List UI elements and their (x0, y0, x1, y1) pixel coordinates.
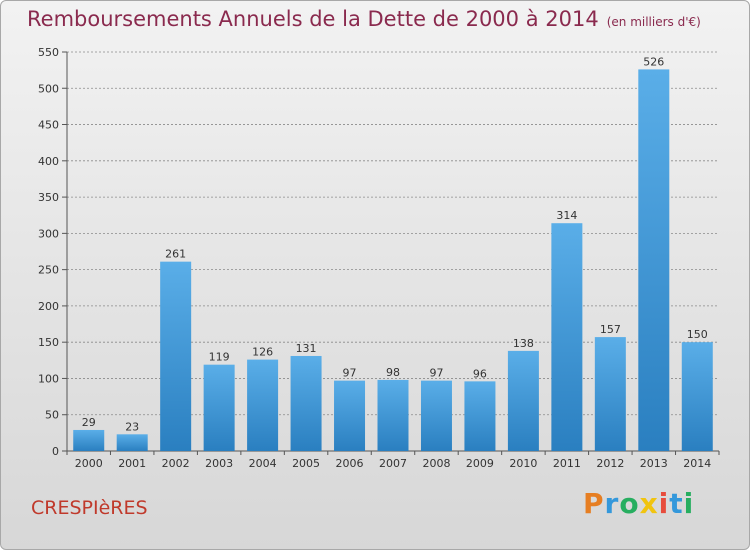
logo-letter: i (658, 487, 670, 520)
bar (203, 364, 235, 451)
data-label: 23 (125, 420, 139, 433)
data-label: 98 (386, 366, 400, 379)
data-label: 131 (296, 342, 317, 355)
bar (377, 379, 409, 451)
x-tick-label: 2001 (118, 457, 146, 470)
bar (160, 261, 192, 451)
x-tick-label: 2009 (466, 457, 494, 470)
data-label: 150 (687, 328, 708, 341)
bar (290, 355, 322, 451)
chart-subtitle: (en milliers d'€) (606, 15, 701, 29)
logo-letter: t (669, 487, 684, 520)
data-label: 138 (513, 337, 534, 350)
data-label: 126 (252, 346, 273, 359)
data-label: 119 (209, 351, 230, 364)
x-tick-label: 2006 (336, 457, 364, 470)
data-label: 526 (643, 55, 664, 68)
data-label: 314 (556, 209, 577, 222)
logo-letter: P (583, 487, 605, 520)
data-label: 97 (343, 367, 357, 380)
y-tick-label: 550 (38, 46, 59, 59)
bar (551, 223, 583, 451)
y-tick-label: 0 (52, 445, 59, 458)
chart-title: Remboursements Annuels de la Dette de 20… (27, 7, 701, 31)
bar (638, 69, 670, 451)
data-label: 96 (473, 367, 487, 380)
bar (507, 350, 539, 451)
logo-letter: r (604, 487, 620, 520)
y-tick-label: 300 (38, 227, 59, 240)
bar (464, 381, 496, 451)
y-tick-label: 250 (38, 264, 59, 277)
title-text: Remboursements Annuels de la Dette de 20… (27, 7, 599, 31)
y-tick-label: 50 (45, 409, 59, 422)
x-tick-label: 2000 (75, 457, 103, 470)
data-label: 261 (165, 248, 186, 261)
bar (247, 359, 279, 451)
x-tick-label: 2002 (162, 457, 190, 470)
bar (73, 429, 105, 451)
x-tick-label: 2012 (596, 457, 624, 470)
x-tick-label: 2005 (292, 457, 320, 470)
y-tick-label: 450 (38, 119, 59, 132)
proxiti-logo: Proxiti (583, 487, 694, 520)
x-tick-label: 2003 (205, 457, 233, 470)
y-tick-label: 350 (38, 191, 59, 204)
y-tick-label: 100 (38, 372, 59, 385)
logo-letter: x (639, 487, 659, 520)
bar (594, 337, 626, 451)
x-tick-label: 2010 (509, 457, 537, 470)
x-tick-label: 2013 (640, 457, 668, 470)
logo-letter: o (619, 487, 640, 520)
y-tick-label: 150 (38, 336, 59, 349)
bar (334, 380, 366, 451)
bar (116, 434, 148, 451)
x-tick-label: 2007 (379, 457, 407, 470)
bar (681, 342, 713, 451)
x-tick-label: 2004 (249, 457, 277, 470)
data-label: 29 (82, 416, 96, 429)
x-tick-label: 2011 (553, 457, 581, 470)
y-tick-label: 400 (38, 155, 59, 168)
bar (420, 380, 452, 451)
logo-letter: i (683, 487, 695, 520)
x-tick-label: 2008 (422, 457, 450, 470)
x-tick-label: 2014 (683, 457, 711, 470)
y-tick-label: 200 (38, 300, 59, 313)
data-label: 157 (600, 323, 621, 336)
data-label: 97 (429, 367, 443, 380)
commune-name: CRESPIèRES (31, 497, 148, 519)
y-tick-label: 500 (38, 82, 59, 95)
